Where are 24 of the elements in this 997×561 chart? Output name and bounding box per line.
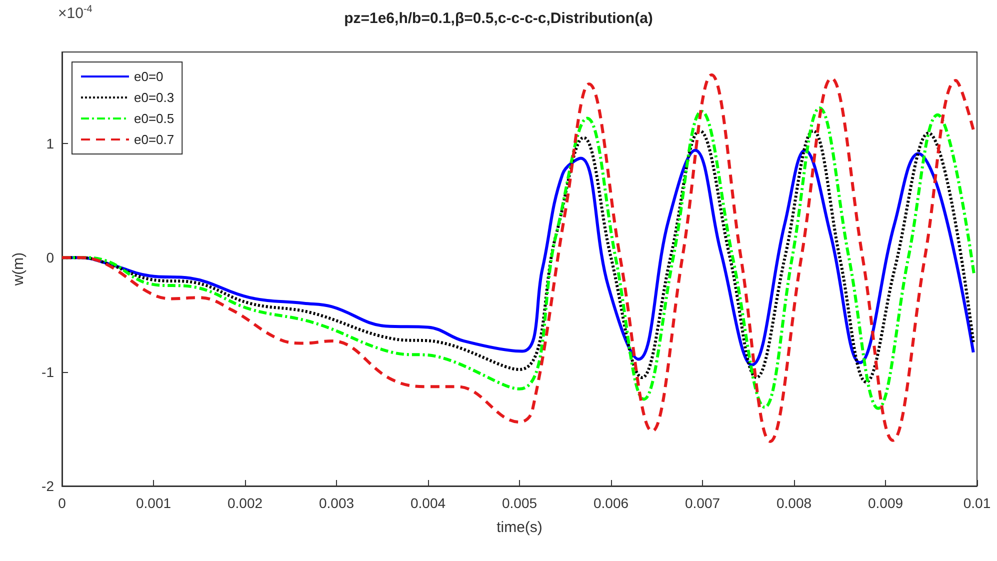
x-tick-label: 0.003: [318, 495, 354, 511]
x-tick-label: 0.006: [593, 495, 629, 511]
chart-title: pz=1e6,h/b=0.1,β=0.5,c-c-c-c,Distribution(a): [344, 10, 653, 27]
y-tick-label: -2: [42, 478, 54, 494]
x-tick-label: 0.001: [136, 495, 172, 511]
legend-label: e0=0: [134, 69, 164, 84]
text: ×10$^{-4}$: [58, 4, 92, 22]
legend-label: e0=0.7: [134, 132, 174, 147]
legend-label: e0=0.3: [134, 90, 174, 105]
x-tick-label: 0.002: [227, 495, 263, 511]
x-tick-label: 0: [58, 495, 66, 511]
x-tick-label: 0.004: [410, 495, 446, 511]
x-axis-title: time(s): [496, 519, 542, 536]
y-tick-label: 0: [46, 250, 54, 266]
y-tick-label: -1: [42, 364, 54, 380]
legend-label: e0=0.5: [134, 111, 174, 126]
x-tick-label: 0.01: [963, 495, 991, 511]
x-tick-label: 0.005: [502, 495, 538, 511]
x-tick-label: 0.008: [776, 495, 812, 511]
x-tick-label: 0.007: [684, 495, 720, 511]
x-tick-label: 0.009: [868, 495, 904, 511]
y-tick-label: 1: [46, 135, 54, 152]
line-series: [60, 73, 976, 443]
y-axis-title: w(m): [10, 252, 27, 287]
